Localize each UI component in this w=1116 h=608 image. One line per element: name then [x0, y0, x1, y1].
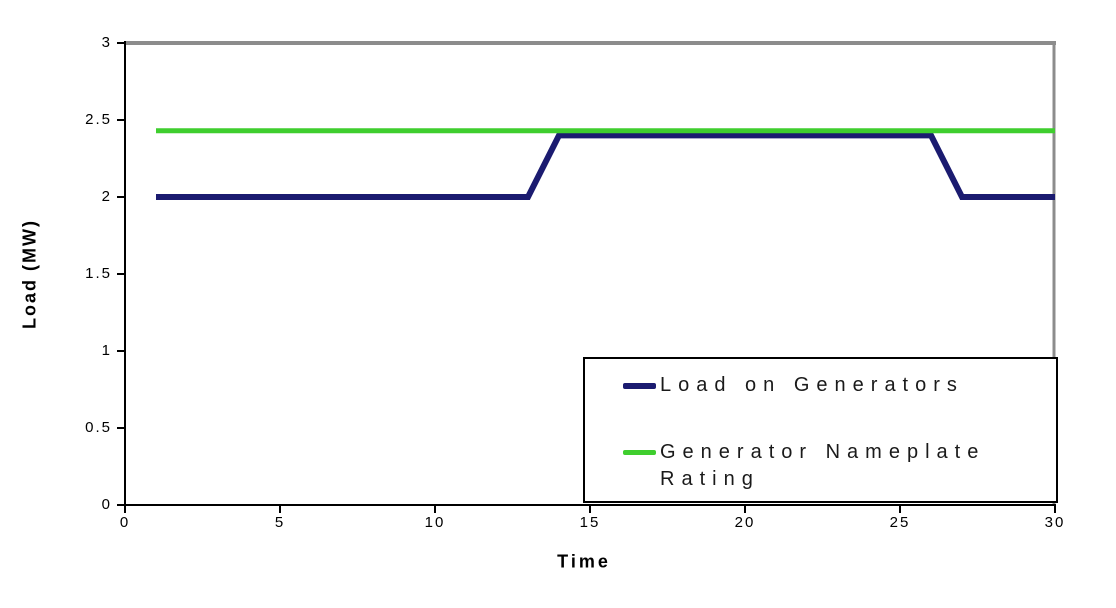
series-lines	[156, 128, 1055, 200]
x-tick-label: 25	[889, 514, 911, 531]
y-axis-title: Load (MW)	[19, 219, 40, 329]
legend-label-load-on-generators: Load on Generators	[660, 374, 964, 396]
y-tick-label: 3	[101, 34, 112, 51]
tick-marks	[117, 42, 1056, 513]
x-tick-label: 10	[424, 514, 446, 531]
x-tick-label: 20	[734, 514, 756, 531]
x-axis-title: Time	[557, 551, 611, 572]
y-tick-label: 0.5	[85, 419, 112, 436]
y-tick-label: 1	[101, 342, 112, 359]
series-line-load-on-generators	[156, 132, 1055, 200]
legend-label-generator-nameplate-rating: Generator Nameplate Rating	[660, 441, 986, 490]
x-tick-label: 5	[274, 514, 286, 531]
y-tick-label: 1.5	[85, 265, 112, 282]
legend-item-load-on-generators: Load on Generators	[623, 372, 1056, 399]
y-tick-label: 0	[101, 496, 112, 513]
y-tick-label: 2	[101, 188, 112, 205]
y-tick-label: 2.5	[85, 111, 112, 128]
legend: Load on Generators Generator Nameplate R…	[583, 357, 1058, 503]
legend-item-generator-nameplate-rating: Generator Nameplate Rating	[623, 439, 1056, 493]
legend-line-swatch-generator-nameplate-rating	[623, 450, 656, 455]
x-tick-label: 15	[579, 514, 601, 531]
x-tick-label: 30	[1044, 514, 1066, 531]
x-tick-label: 0	[119, 514, 131, 531]
legend-line-swatch-load-on-generators	[623, 383, 656, 389]
